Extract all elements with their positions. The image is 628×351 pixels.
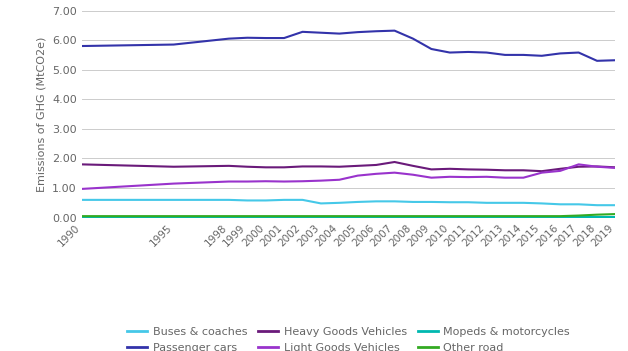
Legend: Buses & coaches, Passenger cars, Heavy Goods Vehicles, Light Goods Vehicles, Mop: Buses & coaches, Passenger cars, Heavy G…	[122, 323, 575, 351]
Y-axis label: Emissions of GHG (MtCO2e): Emissions of GHG (MtCO2e)	[36, 37, 46, 192]
